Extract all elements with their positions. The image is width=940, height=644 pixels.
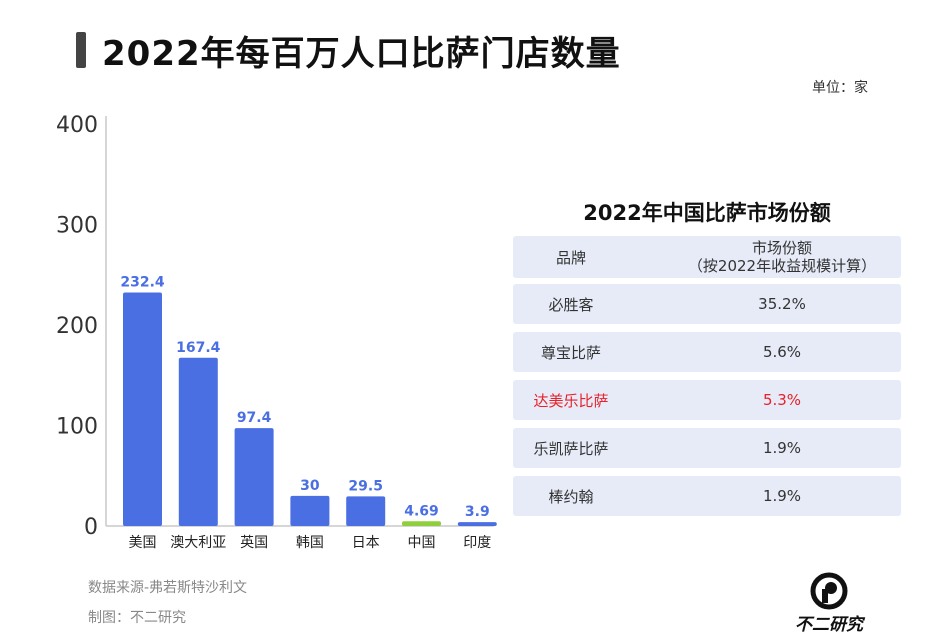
bar-value-label: 232.4 bbox=[120, 274, 165, 290]
x-tick-label: 澳大利亚 bbox=[170, 535, 226, 551]
header-share-line1: 市场份额 bbox=[751, 239, 812, 257]
data-source: 数据来源-弗若斯特沙利文 bbox=[88, 580, 248, 596]
table-row-highlight: 达美乐比萨 5.3% bbox=[513, 380, 901, 420]
bar bbox=[346, 496, 386, 526]
bar-value-label: 3.9 bbox=[465, 504, 490, 520]
bar bbox=[178, 357, 218, 526]
table-title: 2022年中国比萨市场份额 bbox=[583, 201, 831, 225]
x-tick-label: 日本 bbox=[352, 535, 380, 551]
row-share: 1.9% bbox=[762, 487, 802, 505]
bar-value-label: 29.5 bbox=[348, 478, 383, 494]
x-tick-label: 中国 bbox=[408, 535, 436, 551]
row-share: 5.3% bbox=[762, 391, 802, 409]
header-share: 市场份额 （按2022年收益规模计算） bbox=[663, 236, 901, 278]
x-tick-label: 韩国 bbox=[296, 535, 324, 551]
table-row: 必胜客 35.2% bbox=[513, 284, 901, 324]
row-brand: 达美乐比萨 bbox=[533, 391, 609, 410]
bar-value-label: 4.69 bbox=[404, 503, 439, 519]
y-tick-label: 0 bbox=[84, 515, 98, 540]
logo-circle-icon bbox=[810, 572, 848, 610]
bar-value-label: 167.4 bbox=[176, 340, 221, 356]
x-tick-label: 印度 bbox=[463, 535, 491, 551]
header-brand: 品牌 bbox=[555, 248, 586, 267]
logo-text: 不二研究 bbox=[795, 615, 863, 635]
page-title: 2022年每百万人口比萨门店数量 bbox=[102, 34, 621, 74]
row-share: 35.2% bbox=[758, 295, 806, 313]
table-header-row: 品牌 市场份额 （按2022年收益规模计算） bbox=[513, 236, 901, 278]
bar bbox=[402, 521, 441, 526]
y-tick-label: 100 bbox=[56, 415, 98, 440]
y-tick-label: 300 bbox=[56, 214, 98, 239]
row-brand: 必胜客 bbox=[548, 295, 594, 314]
table-row: 棒约翰 1.9% bbox=[513, 476, 901, 516]
bar bbox=[290, 495, 330, 526]
bar bbox=[123, 292, 162, 526]
x-tick-label: 美国 bbox=[129, 535, 157, 551]
y-tick-label: 200 bbox=[56, 314, 98, 339]
row-brand: 棒约翰 bbox=[548, 487, 594, 506]
header-share-line2: （按2022年收益规模计算） bbox=[687, 257, 877, 275]
row-share: 1.9% bbox=[762, 439, 802, 457]
title-accent-bar bbox=[76, 32, 86, 68]
row-brand: 尊宝比萨 bbox=[540, 343, 601, 362]
bar-value-label: 30 bbox=[300, 478, 320, 494]
table-row: 乐凯萨比萨 1.9% bbox=[513, 428, 901, 468]
chart-maker: 制图：不二研究 bbox=[88, 610, 186, 626]
row-share: 5.6% bbox=[762, 343, 802, 361]
row-brand: 乐凯萨比萨 bbox=[533, 439, 609, 458]
brand-logo: 不二研究 bbox=[784, 572, 874, 636]
table-row: 尊宝比萨 5.6% bbox=[513, 332, 901, 372]
x-tick-label: 英国 bbox=[240, 534, 268, 551]
bar bbox=[234, 428, 274, 526]
bar bbox=[457, 522, 497, 526]
unit-label: 单位：家 bbox=[812, 80, 868, 96]
y-tick-label: 400 bbox=[56, 113, 98, 138]
bar-value-label: 97.4 bbox=[237, 410, 272, 426]
